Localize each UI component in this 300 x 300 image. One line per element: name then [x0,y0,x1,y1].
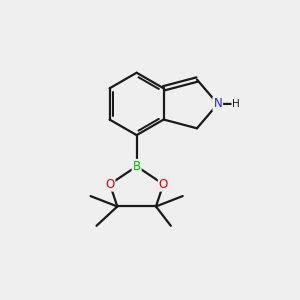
Text: O: O [159,178,168,191]
Text: O: O [105,178,115,191]
Text: H: H [232,99,240,109]
Text: N: N [213,98,222,110]
Text: B: B [133,160,141,173]
